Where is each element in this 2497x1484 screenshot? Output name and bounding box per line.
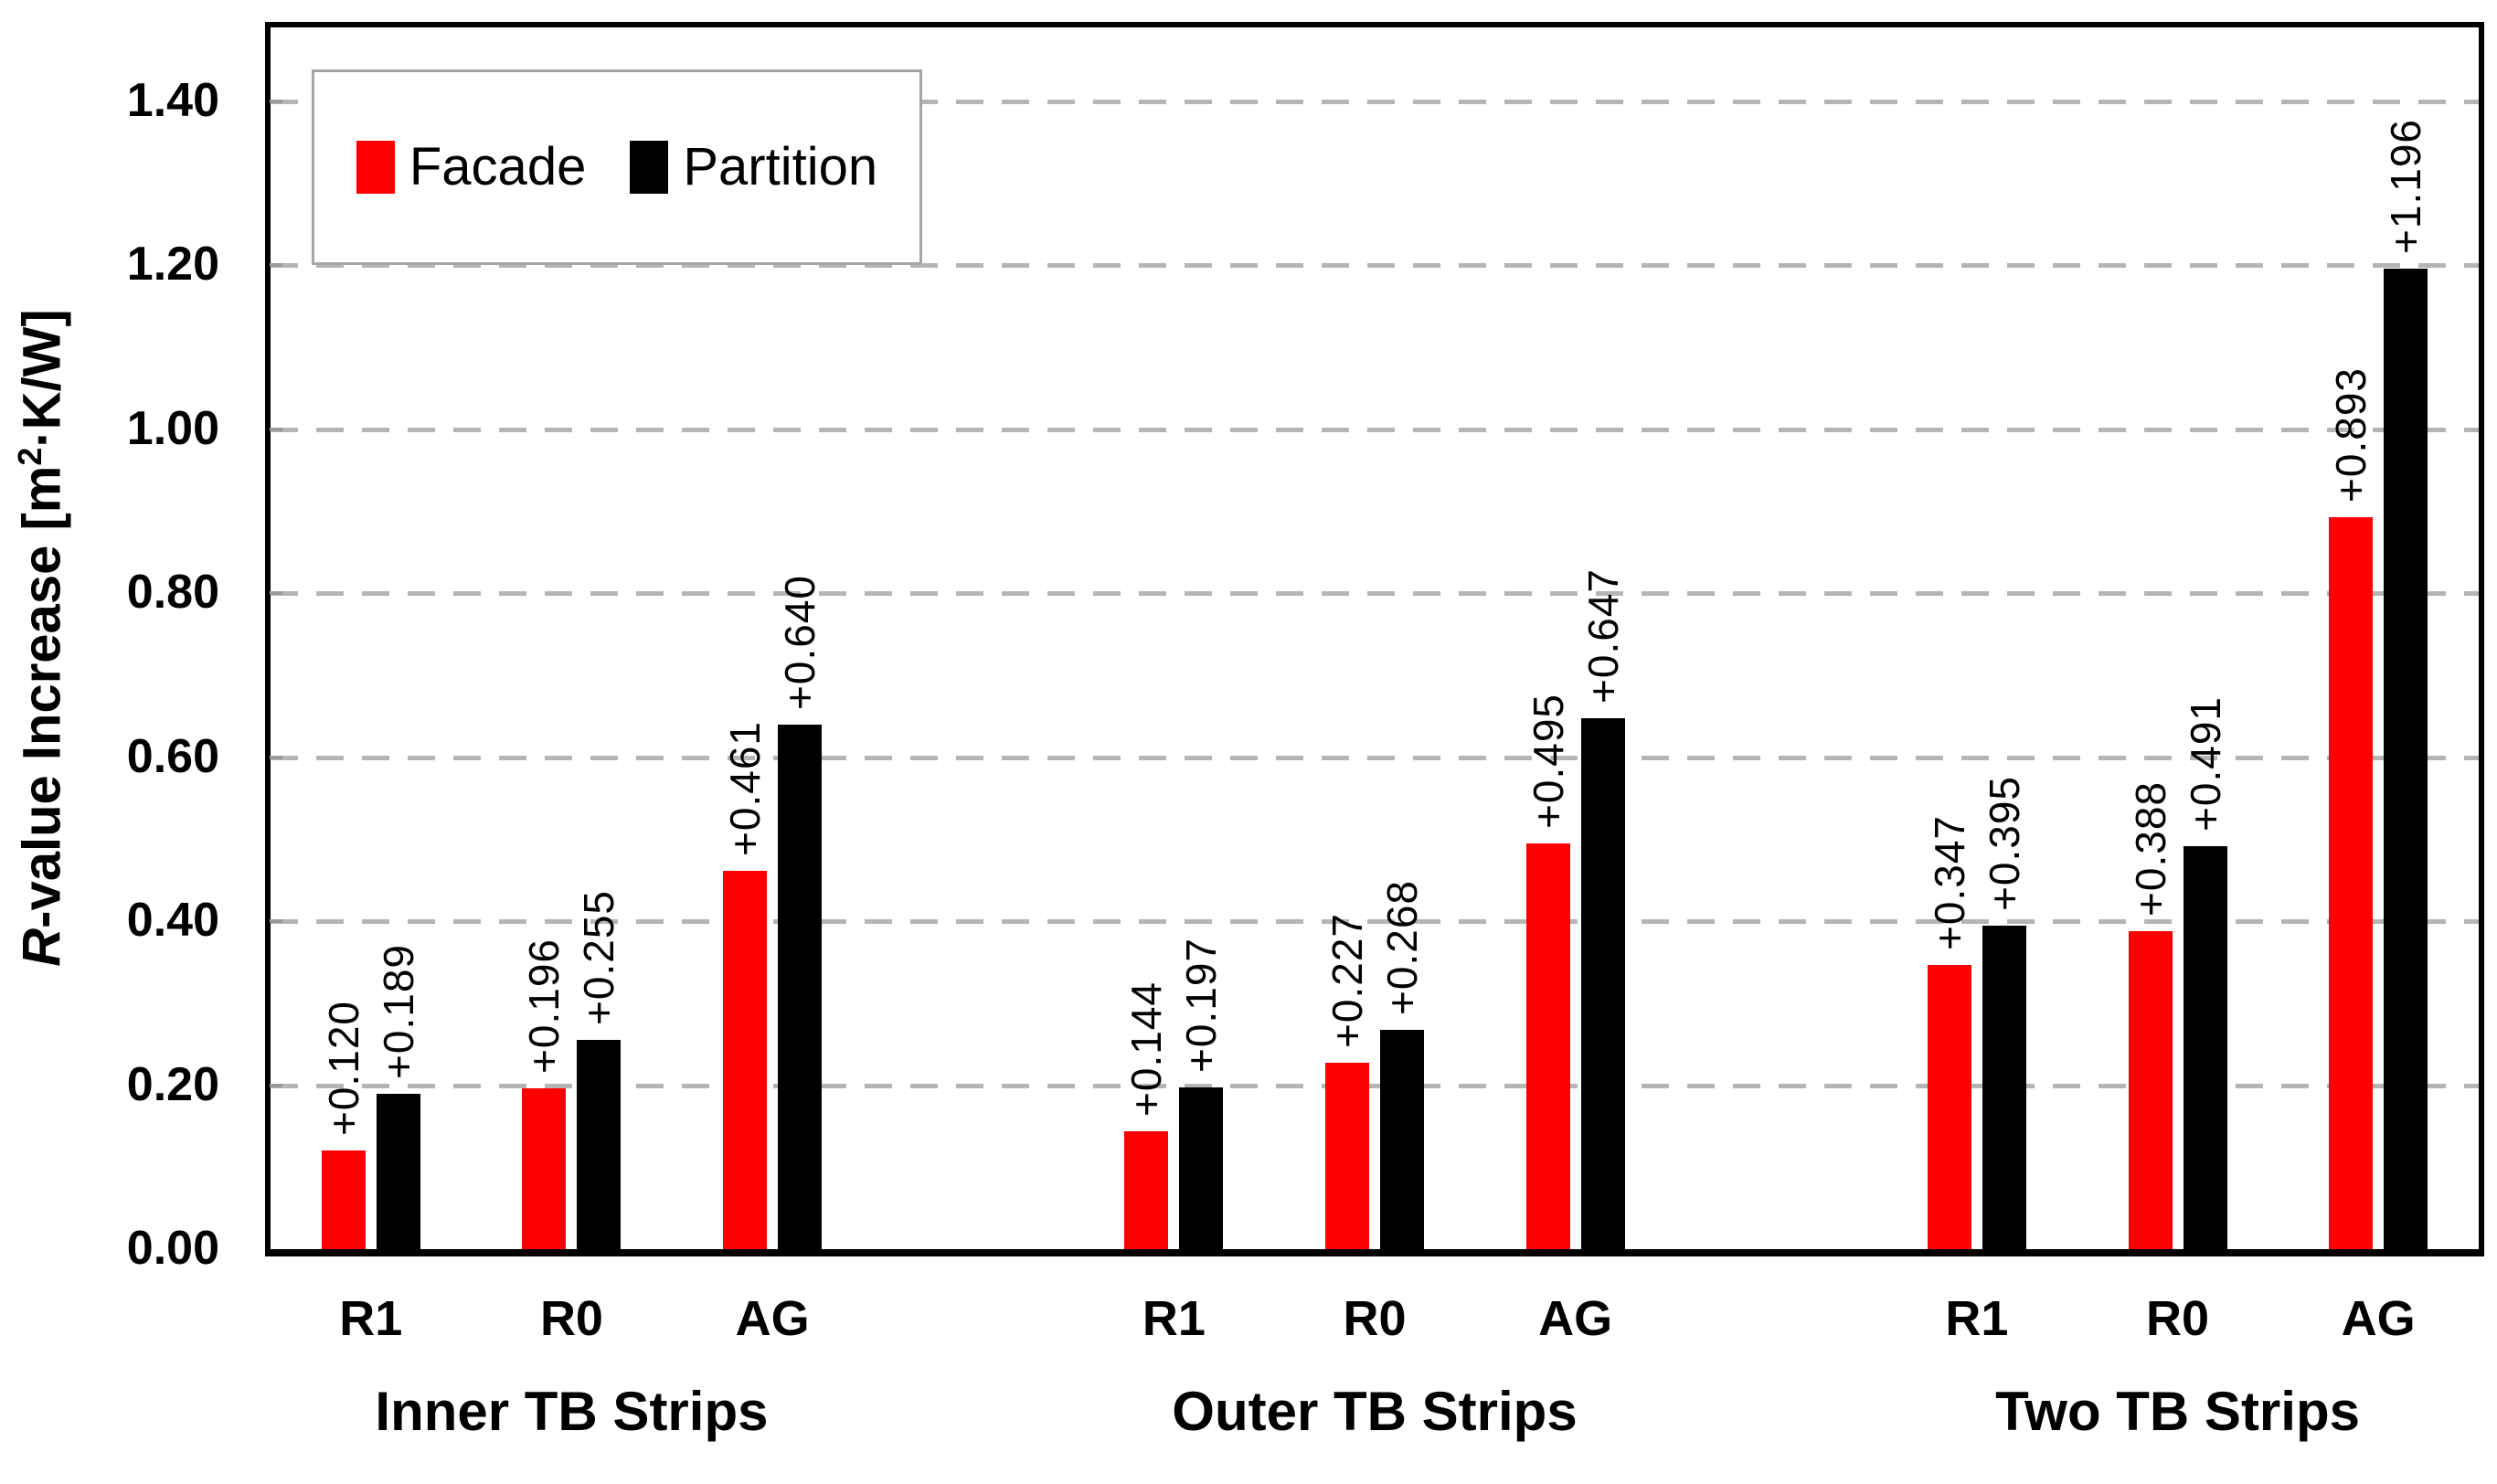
- bar-value-label: +0.491: [2181, 696, 2229, 832]
- bar-value-label: +0.893: [2327, 366, 2375, 503]
- bar-facade-outer-R0: [1325, 1063, 1369, 1249]
- category-label-R0: R0: [539, 1291, 603, 1346]
- gridline-y-0.20: [271, 1083, 2479, 1088]
- bar-partition-two-AG: [2384, 268, 2428, 1249]
- gridline-y-0.60: [271, 755, 2479, 760]
- partition-swatch-icon: [630, 141, 669, 194]
- bar-partition-inner-R0: [577, 1040, 622, 1249]
- bar-value-label: +0.461: [721, 721, 770, 857]
- bar-facade-inner-AG: [723, 871, 768, 1249]
- bar-facade-outer-AG: [1525, 843, 1570, 1249]
- bar-partition-two-R0: [2183, 846, 2227, 1249]
- y-tick-mark: [270, 427, 282, 431]
- gridline-y-1.40: [271, 99, 2479, 104]
- bar-value-label: +0.120: [319, 1001, 367, 1137]
- gridline-y-0.80: [271, 591, 2479, 597]
- category-label-AG: AG: [2341, 1291, 2416, 1346]
- y-tick-label: 1.40: [126, 73, 219, 127]
- bar-partition-outer-R0: [1380, 1029, 1424, 1249]
- legend-label-partition: Partition: [683, 137, 878, 196]
- category-label-R0: R0: [1343, 1291, 1407, 1346]
- legend-label-facade: Facade: [409, 137, 587, 196]
- bar-value-label: +0.495: [1524, 693, 1572, 829]
- bar-value-label: +0.647: [1578, 568, 1627, 705]
- bar-facade-two-AG: [2329, 516, 2374, 1249]
- bar-value-label: +0.347: [1925, 814, 1973, 950]
- legend-item-partition: Partition: [630, 141, 877, 194]
- y-tick-mark: [270, 919, 282, 924]
- bar-value-label: +0.197: [1177, 938, 1226, 1074]
- legend-item-facade: Facade: [356, 141, 586, 194]
- group-label-1: Inner TB Strips: [375, 1381, 769, 1442]
- bar-facade-two-R0: [2128, 930, 2173, 1249]
- y-tick-mark: [270, 99, 282, 103]
- bar-value-label: +0.255: [575, 890, 623, 1026]
- category-label-R1: R1: [339, 1291, 403, 1346]
- y-tick-label: 0.00: [126, 1222, 219, 1275]
- plot-border: [265, 22, 2484, 1256]
- bar-partition-outer-AG: [1580, 718, 1625, 1249]
- category-label-R1: R1: [1945, 1291, 2009, 1346]
- bar-facade-two-R1: [1927, 964, 1971, 1249]
- bar-partition-two-R1: [1982, 925, 2026, 1249]
- gridline-y-1.20: [271, 263, 2479, 269]
- y-tick-label: 0.60: [126, 729, 219, 783]
- bar-value-label: +0.196: [520, 938, 568, 1075]
- plot-area: +0.120 +0.189 +0.196 +0.255 +0.461 +0.640 +0.1…: [271, 27, 2479, 1249]
- bar-partition-inner-R1: [376, 1094, 420, 1249]
- y-axis-title-superscript: 2: [11, 447, 48, 466]
- category-label-AG: AG: [1538, 1291, 1613, 1346]
- gridline-y-1.00: [271, 427, 2479, 432]
- group-label-2: Outer TB Strips: [1172, 1381, 1578, 1442]
- y-tick-label: 0.20: [126, 1057, 219, 1111]
- bar-value-label: +1.196: [2382, 118, 2430, 254]
- bar-facade-inner-R1: [321, 1150, 366, 1249]
- facade-swatch-icon: [356, 141, 395, 194]
- gridline-y-0.40: [271, 919, 2479, 925]
- legend: Facade Partition: [312, 69, 922, 265]
- y-tick-mark: [270, 755, 282, 759]
- bar-value-label: +0.144: [1122, 980, 1171, 1117]
- y-axis-title-text-a: -value Increase [m: [12, 465, 72, 928]
- bar-partition-outer-R1: [1179, 1087, 1224, 1249]
- y-tick-mark: [270, 1083, 282, 1087]
- y-tick-label: 0.80: [126, 566, 219, 620]
- y-tick-mark: [270, 591, 282, 596]
- bar-facade-inner-R0: [522, 1088, 567, 1249]
- y-tick-label: 1.20: [126, 238, 219, 292]
- y-tick-label: 0.40: [126, 894, 219, 948]
- group-label-3: Two TB Strips: [1995, 1381, 2360, 1442]
- bar-facade-outer-R1: [1124, 1130, 1169, 1249]
- bar-value-label: +0.640: [776, 574, 824, 710]
- bar-value-label: +0.268: [1378, 879, 1426, 1015]
- bar-value-label: +0.395: [1980, 775, 2028, 911]
- y-tick-mark: [270, 263, 282, 268]
- category-label-R1: R1: [1142, 1291, 1206, 1346]
- bar-partition-inner-AG: [778, 724, 823, 1249]
- bar-value-label: +0.388: [2126, 780, 2174, 917]
- bar-value-label: +0.227: [1323, 913, 1371, 1049]
- bar-value-label: +0.189: [374, 944, 422, 1080]
- y-tick-label: 1.00: [126, 401, 219, 455]
- category-label-AG: AG: [735, 1291, 810, 1346]
- category-label-R0: R0: [2146, 1291, 2210, 1346]
